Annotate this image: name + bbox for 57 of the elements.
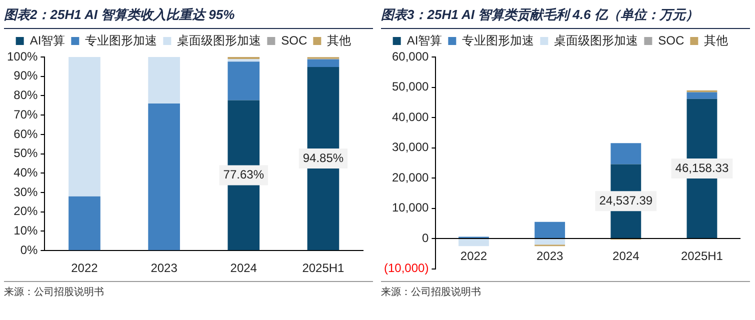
bar xyxy=(534,222,566,238)
legend-label: 其他 xyxy=(704,33,728,48)
y-tick-label: 10,000 xyxy=(392,200,430,215)
bar xyxy=(148,103,180,250)
data-label: 77.63% xyxy=(223,168,264,182)
y-tick-label: 10% xyxy=(14,224,38,238)
y-tick-label: 0 xyxy=(422,230,430,245)
x-tick-label: 2025H1 xyxy=(680,249,724,264)
x-tick-label: 2023 xyxy=(536,249,564,264)
source-note: 来源：公司招股说明书 xyxy=(4,281,373,299)
bar xyxy=(228,62,260,100)
y-tick-label: (10,000) xyxy=(384,261,429,276)
bar xyxy=(68,57,100,196)
legend-label: 桌面级图形加速 xyxy=(177,33,262,48)
bar xyxy=(686,92,718,99)
y-tick-label: 100% xyxy=(6,49,38,64)
y-tick-label: 70% xyxy=(14,107,38,122)
x-tick-label: 2024 xyxy=(230,261,258,276)
data-label: 24,537.39 xyxy=(599,193,653,208)
y-tick-label: 80% xyxy=(14,88,38,102)
y-tick-label: 20,000 xyxy=(392,170,430,184)
legend-label: AI智算 xyxy=(30,33,66,48)
source-note: 来源：公司招股说明书 xyxy=(381,281,750,299)
y-tick-label: 60% xyxy=(14,126,38,141)
legend-label: 桌面级图形加速 xyxy=(554,33,638,48)
bar xyxy=(534,239,566,245)
bar xyxy=(307,59,340,67)
legend-label: SOC xyxy=(658,33,685,48)
legend-label: 专业图形加速 xyxy=(462,33,534,48)
y-tick-label: 50,000 xyxy=(392,80,430,94)
bar xyxy=(68,196,100,250)
data-label: 94.85% xyxy=(302,150,344,165)
y-tick-label: 40% xyxy=(14,165,38,180)
y-tick-label: 50% xyxy=(14,146,38,160)
x-tick-label: 2023 xyxy=(150,261,178,276)
bar xyxy=(458,239,489,246)
x-tick-label: 2022 xyxy=(460,249,488,264)
legend-label: 专业图形加速 xyxy=(85,33,158,48)
y-tick-label: 90% xyxy=(14,68,38,83)
bar xyxy=(148,57,180,104)
chart-title: 图表3：25H1 AI 智算类贡献毛利 4.6 亿（单位：万元） xyxy=(381,0,750,29)
x-tick-label: 2024 xyxy=(612,249,640,264)
legend-label: AI智算 xyxy=(406,33,442,48)
data-label: 46,158.33 xyxy=(675,160,729,175)
bar xyxy=(228,59,260,62)
x-tick-label: 2025H1 xyxy=(302,261,345,276)
y-tick-label: 60,000 xyxy=(392,49,430,64)
legend-label: 其他 xyxy=(327,33,352,48)
y-tick-label: 20% xyxy=(14,204,38,218)
chart-title: 图表2：25H1 AI 智算类收入比重达 95% xyxy=(4,0,373,29)
y-tick-label: 30% xyxy=(14,184,38,199)
legend-label: SOC xyxy=(281,33,308,48)
y-tick-label: 40,000 xyxy=(392,110,430,124)
bar xyxy=(610,143,642,164)
y-tick-label: 30,000 xyxy=(392,140,430,154)
y-tick-label: 0% xyxy=(20,242,38,257)
x-tick-label: 2022 xyxy=(71,261,98,276)
